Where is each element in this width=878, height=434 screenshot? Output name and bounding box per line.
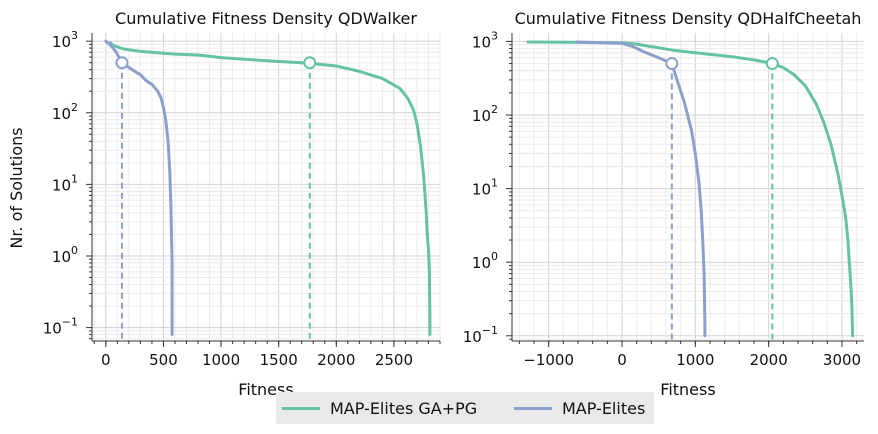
chart-title: Cumulative Fitness Density QDHalfCheetah <box>515 9 862 28</box>
threshold-marker <box>303 56 317 70</box>
legend-swatch-ga-pg <box>282 406 320 410</box>
threshold-marker <box>665 57 679 71</box>
y-tick-label: 101 <box>472 177 498 199</box>
threshold-marker <box>765 57 779 71</box>
axes <box>506 33 864 347</box>
x-tick-label: 0 <box>101 351 111 369</box>
y-tick-exponent: 1 <box>491 177 498 190</box>
y-tick-label: 10−1 <box>463 324 498 346</box>
y-tick-exponent: 2 <box>491 103 498 116</box>
legend-item-map-elites: MAP-Elites <box>514 392 645 424</box>
y-tick-label: 103 <box>52 29 78 51</box>
y-axis-label: Nr. of Solutions <box>7 127 26 248</box>
y-tick-exponent: 2 <box>71 101 78 114</box>
y-tick-label: 102 <box>472 103 498 125</box>
axes <box>86 33 441 347</box>
legend-item-ga-pg: MAP-Elites GA+PG <box>282 392 477 424</box>
y-tick-label: 102 <box>52 101 78 123</box>
y-tick-label: 100 <box>472 250 498 272</box>
y-tick-exponent: 3 <box>71 29 78 42</box>
y-tick-label: 100 <box>52 244 78 266</box>
y-tick-exponent: 0 <box>491 250 498 263</box>
x-tick-label: 3000 <box>823 351 861 369</box>
legend-swatch-map-elites <box>514 406 552 410</box>
y-tick-exponent: 3 <box>491 29 498 42</box>
series-line <box>575 40 707 338</box>
x-tick-label: 2000 <box>317 351 355 369</box>
series-lines <box>526 40 855 338</box>
x-tick-label: 1000 <box>676 351 714 369</box>
x-tick-label: 0 <box>617 351 627 369</box>
series-line <box>108 41 432 336</box>
x-tick-label: 1000 <box>202 351 240 369</box>
grid-lines <box>512 33 864 341</box>
legend-label: MAP-Elites GA+PG <box>330 398 478 418</box>
series-line <box>526 40 855 338</box>
chart-title: Cumulative Fitness Density QDWalker <box>115 9 417 28</box>
y-tick-label: 101 <box>52 172 78 194</box>
legend-label: MAP-Elites <box>562 398 646 418</box>
y-tick-exponent: 0 <box>71 244 78 257</box>
y-tick-label: 103 <box>472 29 498 51</box>
x-tick-label: −1000 <box>523 351 574 369</box>
y-tick-exponent: −1 <box>62 316 78 329</box>
threshold-markers <box>115 56 317 70</box>
x-tick-label: 1500 <box>260 351 298 369</box>
x-tick-label: 2000 <box>750 351 788 369</box>
threshold-markers <box>665 57 779 71</box>
y-tick-label: 10−1 <box>43 316 78 338</box>
reference-lines <box>120 62 311 341</box>
x-axis-label: Fitness <box>660 380 715 399</box>
y-tick-exponent: −1 <box>482 324 498 337</box>
threshold-marker <box>115 56 129 70</box>
y-tick-exponent: 1 <box>71 172 78 185</box>
legend: MAP-Elites GA+PG MAP-Elites <box>276 392 654 424</box>
x-tick-label: 2500 <box>375 351 413 369</box>
x-tick-label: 500 <box>149 351 178 369</box>
reference-lines <box>670 63 774 341</box>
